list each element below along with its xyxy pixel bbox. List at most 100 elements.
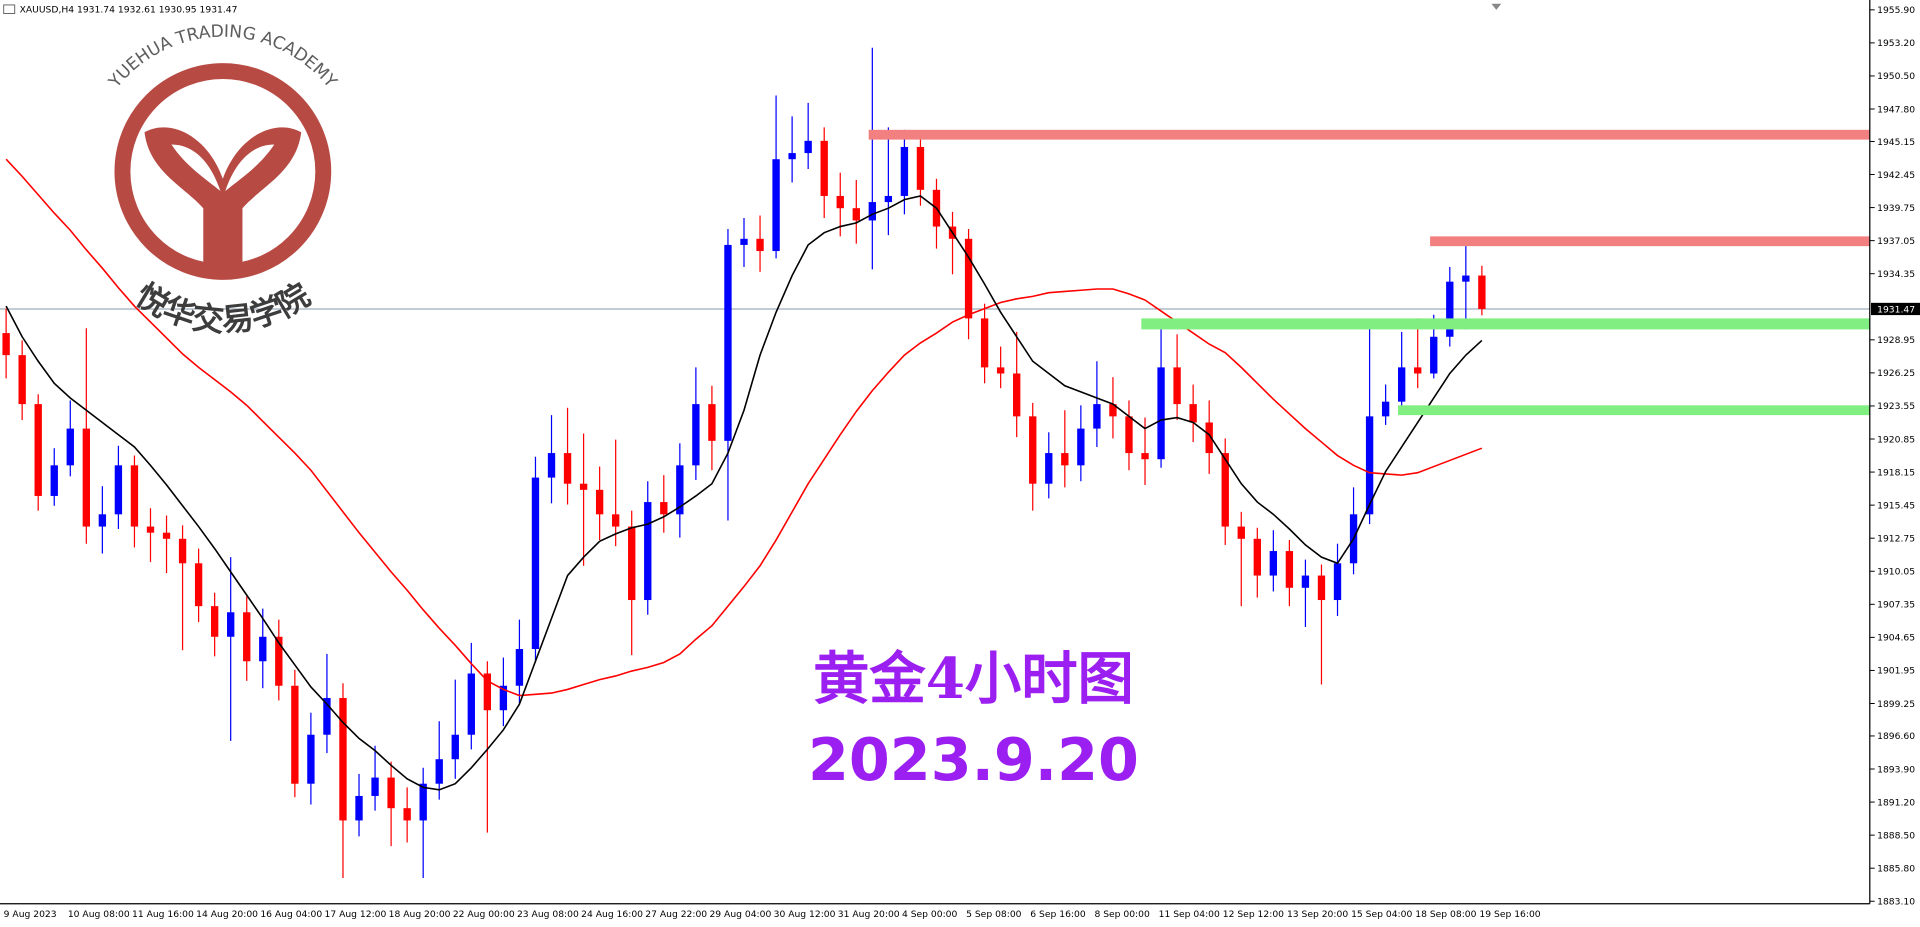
- candle-body: [130, 465, 139, 527]
- x-tick-label: 18 Sep 08:00: [1415, 909, 1476, 920]
- candle-body: [660, 502, 668, 515]
- y-tick-label: 1893.90: [1877, 764, 1915, 775]
- candle-body: [291, 685, 299, 784]
- y-tick-label: 1945.15: [1877, 137, 1915, 148]
- annotation-date: 2023.9.20: [808, 725, 1139, 794]
- candle-body: [162, 532, 171, 539]
- x-tick-label: 5 Sep 08:00: [966, 909, 1022, 920]
- candle-body: [194, 563, 203, 607]
- candle-body: [788, 153, 796, 160]
- candle-body: [1173, 367, 1181, 405]
- candle-body: [644, 502, 652, 601]
- candle-body: [836, 195, 844, 209]
- x-tick-label: 11 Aug 16:00: [132, 909, 194, 920]
- candle-body: [515, 649, 524, 686]
- logo-emblem-cut: [171, 144, 275, 192]
- price-zone: [868, 129, 1870, 140]
- price-zone: [1141, 318, 1870, 330]
- candle-body: [1077, 428, 1085, 466]
- candle-body: [1398, 367, 1406, 402]
- x-tick-label: 8 Sep 00:00: [1094, 909, 1150, 920]
- candle-body: [900, 146, 909, 196]
- candle-body: [210, 606, 219, 637]
- candle-body: [612, 514, 620, 527]
- candle-body: [708, 404, 716, 441]
- y-tick-label: 1926.25: [1877, 368, 1915, 379]
- x-tick-label: 18 Aug 20:00: [389, 909, 451, 920]
- candle-body: [2, 333, 10, 356]
- candle-body: [1462, 275, 1470, 282]
- candle-body: [243, 612, 251, 662]
- candle-body: [307, 734, 315, 784]
- candle-body: [579, 483, 588, 490]
- scroll-marker: [1491, 3, 1502, 10]
- candle-body: [820, 140, 828, 196]
- y-tick-label: 1918.15: [1877, 467, 1915, 478]
- candle-body: [483, 673, 492, 711]
- y-tick-label: 1891.20: [1877, 797, 1915, 808]
- x-tick-label: 9 Aug 2023: [4, 909, 57, 920]
- candle-body: [371, 777, 379, 796]
- candle-body: [1285, 551, 1294, 588]
- x-tick-label: 11 Sep 04:00: [1159, 909, 1220, 920]
- y-tick-label: 1907.35: [1877, 600, 1915, 611]
- last-price-label: 1931.47: [1877, 304, 1915, 315]
- candle-body: [1029, 416, 1037, 484]
- x-tick-label: 24 Aug 16:00: [581, 909, 643, 920]
- candle-body: [82, 428, 90, 527]
- candle-body: [1430, 336, 1438, 374]
- y-tick-label: 1904.65: [1877, 633, 1915, 644]
- candle-body: [1446, 281, 1454, 337]
- candle-body: [980, 318, 989, 368]
- x-tick-label: 14 Aug 20:00: [196, 909, 258, 920]
- candle-body: [1093, 404, 1101, 429]
- candle-body: [98, 514, 107, 527]
- price-zone: [1398, 405, 1870, 416]
- y-tick-label: 1883.10: [1877, 897, 1915, 908]
- y-tick-label: 1928.95: [1877, 335, 1915, 346]
- candle-body: [1045, 453, 1053, 484]
- plot-main: [2, 47, 1870, 878]
- candle-body: [964, 238, 973, 319]
- x-tick-label: 10 Aug 08:00: [68, 909, 130, 920]
- y-tick-label: 1947.80: [1877, 104, 1915, 115]
- candle-body: [531, 477, 540, 650]
- y-tick-label: 1950.50: [1877, 71, 1915, 82]
- x-tick-label: 15 Sep 04:00: [1351, 909, 1412, 920]
- y-tick-label: 1953.20: [1877, 38, 1915, 49]
- candle-body: [884, 195, 893, 203]
- candle-body: [1253, 538, 1261, 576]
- y-tick-label: 1901.95: [1877, 666, 1915, 677]
- y-tick-label: 1920.85: [1877, 434, 1915, 445]
- candle-body: [1157, 367, 1165, 460]
- y-tick-label: 1888.50: [1877, 830, 1915, 841]
- x-tick-label: 27 Aug 22:00: [645, 909, 707, 920]
- x-tick-label: 23 Aug 08:00: [517, 909, 579, 920]
- candle-body: [772, 159, 780, 252]
- candle-body: [740, 238, 748, 245]
- candle-body: [852, 208, 860, 221]
- x-tick-label: 29 Aug 04:00: [709, 909, 771, 920]
- candle-body: [387, 777, 395, 809]
- candle-body: [595, 489, 604, 515]
- x-tick-label: 30 Aug 12:00: [774, 909, 836, 920]
- candle-body: [676, 465, 684, 515]
- symbol-icon: [3, 4, 16, 14]
- y-tick-label: 1915.45: [1877, 500, 1915, 511]
- candle-body: [756, 238, 764, 252]
- candle-body: [628, 526, 636, 601]
- x-tick-label: 4 Sep 00:00: [902, 909, 958, 920]
- candle-body: [1221, 453, 1229, 527]
- x-tick-label: 16 Aug 04:00: [260, 909, 322, 920]
- price-zone: [1430, 236, 1870, 247]
- chart-title: XAUUSD,H4 1931.74 1932.61 1930.95 1931.4…: [20, 4, 238, 15]
- candle-body: [323, 697, 331, 735]
- candle-body: [1365, 416, 1374, 515]
- candle-body: [692, 404, 700, 466]
- candle-body: [178, 538, 187, 564]
- candle-body: [339, 697, 347, 821]
- candle-body: [18, 355, 26, 405]
- candle-body: [1478, 275, 1486, 309]
- x-tick-label: 22 Aug 00:00: [453, 909, 515, 920]
